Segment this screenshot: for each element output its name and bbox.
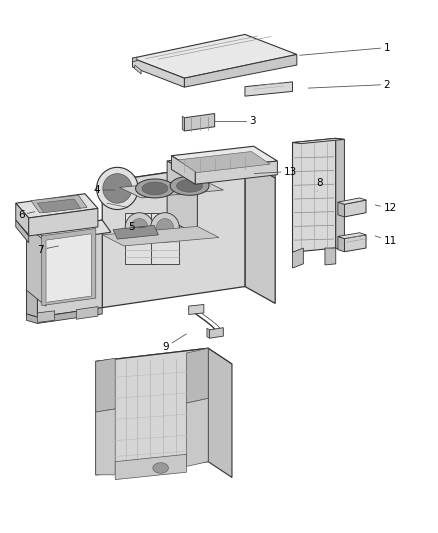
Polygon shape xyxy=(245,161,275,303)
Polygon shape xyxy=(131,219,148,236)
Polygon shape xyxy=(31,195,87,213)
Polygon shape xyxy=(293,139,344,143)
Polygon shape xyxy=(16,203,29,235)
Polygon shape xyxy=(151,213,179,264)
Polygon shape xyxy=(189,304,204,314)
Polygon shape xyxy=(338,198,366,204)
Polygon shape xyxy=(184,114,215,131)
Polygon shape xyxy=(27,308,102,324)
Polygon shape xyxy=(207,328,209,338)
Polygon shape xyxy=(27,227,37,317)
Polygon shape xyxy=(344,235,366,252)
Polygon shape xyxy=(97,167,138,209)
Polygon shape xyxy=(182,116,184,131)
Polygon shape xyxy=(96,348,232,377)
Polygon shape xyxy=(208,348,232,478)
Polygon shape xyxy=(209,328,223,338)
Polygon shape xyxy=(42,229,96,305)
Polygon shape xyxy=(96,358,115,412)
Polygon shape xyxy=(113,225,159,239)
Polygon shape xyxy=(153,463,168,473)
Polygon shape xyxy=(27,227,46,306)
Polygon shape xyxy=(115,454,187,480)
Polygon shape xyxy=(102,161,245,308)
Text: 9: 9 xyxy=(163,334,187,352)
Polygon shape xyxy=(133,35,297,78)
Polygon shape xyxy=(178,151,270,173)
Polygon shape xyxy=(156,219,173,236)
Polygon shape xyxy=(338,233,366,239)
Text: 13: 13 xyxy=(254,166,297,176)
Polygon shape xyxy=(29,208,98,236)
Polygon shape xyxy=(46,234,92,302)
Polygon shape xyxy=(102,161,275,199)
Polygon shape xyxy=(171,146,277,171)
Polygon shape xyxy=(177,180,202,192)
Polygon shape xyxy=(133,58,184,87)
Polygon shape xyxy=(325,248,336,265)
Text: 8: 8 xyxy=(316,178,323,191)
Text: 2: 2 xyxy=(308,79,390,90)
Polygon shape xyxy=(125,213,154,264)
Polygon shape xyxy=(96,409,115,475)
Polygon shape xyxy=(37,220,111,241)
Polygon shape xyxy=(76,306,98,319)
Polygon shape xyxy=(245,82,293,96)
Polygon shape xyxy=(16,220,29,243)
Polygon shape xyxy=(167,150,275,177)
Text: 4: 4 xyxy=(94,185,115,195)
Polygon shape xyxy=(184,54,297,87)
Text: 1: 1 xyxy=(300,43,390,55)
Polygon shape xyxy=(96,348,208,475)
Text: 5: 5 xyxy=(128,222,145,232)
Polygon shape xyxy=(103,174,132,203)
Polygon shape xyxy=(187,398,208,466)
Polygon shape xyxy=(133,57,137,62)
Polygon shape xyxy=(134,65,141,74)
Polygon shape xyxy=(37,220,102,317)
Polygon shape xyxy=(136,179,174,198)
Polygon shape xyxy=(245,150,275,178)
Polygon shape xyxy=(293,139,336,252)
Text: 6: 6 xyxy=(18,210,35,220)
Polygon shape xyxy=(171,154,262,179)
Polygon shape xyxy=(125,213,154,242)
Polygon shape xyxy=(37,311,55,322)
Polygon shape xyxy=(170,176,209,195)
Polygon shape xyxy=(195,161,277,184)
Polygon shape xyxy=(151,213,179,242)
Polygon shape xyxy=(171,156,195,184)
Polygon shape xyxy=(187,348,208,403)
Polygon shape xyxy=(293,248,304,268)
Polygon shape xyxy=(336,139,344,251)
Polygon shape xyxy=(344,200,366,217)
Polygon shape xyxy=(16,193,98,218)
Polygon shape xyxy=(142,182,168,195)
Text: 7: 7 xyxy=(37,245,58,255)
Text: 11: 11 xyxy=(375,236,396,246)
Polygon shape xyxy=(167,161,198,235)
Text: 3: 3 xyxy=(215,116,256,126)
Text: 12: 12 xyxy=(375,204,396,214)
Polygon shape xyxy=(102,227,219,246)
Polygon shape xyxy=(338,202,344,217)
Polygon shape xyxy=(338,237,344,252)
Polygon shape xyxy=(120,180,223,198)
Polygon shape xyxy=(37,199,81,213)
